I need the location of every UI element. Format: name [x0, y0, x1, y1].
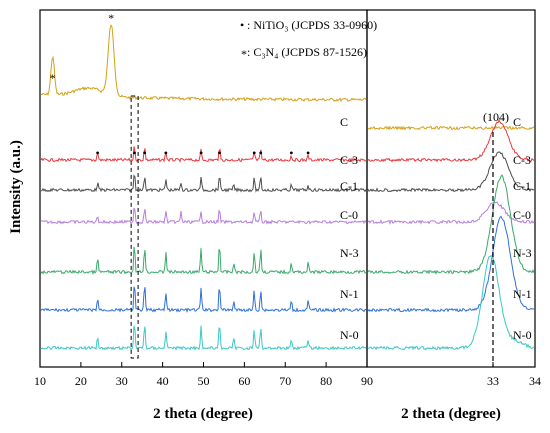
zoom-series-label: C-1 [513, 179, 531, 193]
main-x-tick-label: 90 [361, 374, 373, 388]
main-series-N-0 [40, 325, 367, 351]
main-series-C-1 [40, 174, 367, 193]
main-x-tick-label: 80 [320, 374, 332, 388]
main-x-tick-label: 20 [75, 374, 87, 388]
y-axis-title: Intensity (a.u.) [8, 140, 24, 234]
zoom-x-ticks: 33 34 [366, 362, 541, 388]
main-series-label: C-1 [340, 179, 358, 193]
main-x-tick-label: 70 [279, 374, 291, 388]
legend: • : NiTiO₃ (JCPDS 33-0960) * : C₃N₄ (JCP… [240, 18, 377, 61]
main-x-axis-title: 2 theta (degree) [153, 406, 253, 422]
zoom-series-N-1 [367, 215, 535, 313]
main-x-ticks: 10 20 30 40 50 60 70 80 90 [34, 362, 373, 388]
main-x-tick-label: 10 [34, 374, 46, 388]
main-series-N-1 [40, 286, 366, 314]
zoom-series-N-3 [367, 174, 535, 275]
nitio3-marker: • [306, 146, 310, 160]
c3n4-marker: * [50, 71, 56, 85]
main-x-tick-label: 30 [116, 374, 128, 388]
main-series-label: C-3 [340, 153, 358, 167]
main-series-label: C-0 [340, 208, 358, 222]
legend-marker-c3n4: * [241, 47, 247, 61]
highlight-box [130, 95, 139, 359]
nitio3-marker: • [289, 146, 293, 160]
main-x-tick-label: 50 [198, 374, 210, 388]
zoom-plot-frame [366, 9, 536, 368]
legend-text-c3n4: : C₃N₄ (JCPDS 87-1526) [247, 45, 367, 59]
zoom-series-label: N-0 [513, 328, 532, 342]
nitio3-marker: • [217, 146, 221, 160]
nitio3-marker: • [164, 146, 168, 160]
zoom-series-label: C [513, 115, 521, 129]
main-series-N-3 [40, 246, 367, 276]
main-series-C-3 [40, 146, 367, 163]
main-series-C-0 [40, 207, 367, 225]
main-x-tick-label: 60 [238, 374, 250, 388]
main-plot-frame [39, 9, 368, 368]
nitio3-marker: • [143, 146, 147, 160]
zoom-series-group: C C-3 C-1 C-0 N-3 N-1 N-0 [367, 115, 535, 351]
nitio3-marker: • [96, 146, 100, 160]
nitio3-marker: • [132, 146, 136, 160]
zoom-series-C-1 [367, 151, 535, 193]
zoom-series-C [367, 125, 535, 131]
zoom-series-N-0 [367, 255, 535, 351]
main-series-C [40, 24, 367, 103]
zoom-x-axis-title: 2 theta (degree) [401, 406, 501, 422]
zoom-series-label: C-0 [513, 208, 531, 222]
zoom-series-C-3 [367, 119, 535, 163]
main-series-label: N-0 [340, 328, 359, 342]
peak-markers: **• • • • • • • • • • [50, 11, 311, 160]
legend-marker-nitio3: • [240, 18, 244, 32]
zoom-series-label: N-1 [513, 287, 532, 301]
nitio3-marker: • [199, 146, 203, 160]
zoom-series-label: N-3 [513, 246, 532, 260]
nitio3-marker: • [252, 146, 256, 160]
zoom-x-tick-label: 34 [529, 374, 541, 388]
main-series-group: C C-3 C-1 C-0 N-3 N-1 N-0 [40, 24, 367, 351]
legend-text-nitio3: : NiTiO₃ (JCPDS 33-0960) [247, 18, 377, 32]
zoom-series-label: C-3 [513, 153, 531, 167]
main-series-label: N-3 [340, 246, 359, 260]
main-series-label: C [340, 115, 348, 129]
main-x-tick-label: 40 [157, 374, 169, 388]
zoom-x-tick-label: 33 [487, 374, 499, 388]
zoom-series-C-0 [367, 200, 535, 226]
c3n4-marker: * [108, 11, 114, 25]
main-series-label: N-1 [340, 287, 359, 301]
nitio3-marker: • [259, 146, 263, 160]
reference-label: (104) [483, 110, 509, 124]
